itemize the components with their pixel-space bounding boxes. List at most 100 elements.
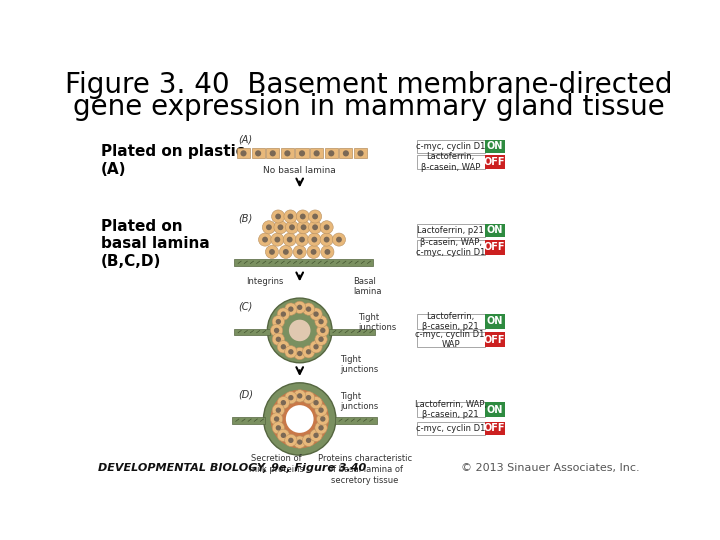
Bar xyxy=(232,417,265,423)
Text: c-myc, cyclin D1: c-myc, cyclin D1 xyxy=(416,142,485,151)
Text: β-casein, WAP,
c-myc, cyclin D1: β-casein, WAP, c-myc, cyclin D1 xyxy=(416,238,485,257)
Circle shape xyxy=(320,233,333,246)
Bar xyxy=(485,240,505,255)
Circle shape xyxy=(272,422,284,434)
Circle shape xyxy=(310,429,322,442)
Circle shape xyxy=(284,392,297,404)
Circle shape xyxy=(286,405,314,433)
Text: Secretion of
milk proteins: Secretion of milk proteins xyxy=(249,454,304,474)
Bar xyxy=(237,148,250,158)
Circle shape xyxy=(357,150,364,157)
Circle shape xyxy=(312,237,318,242)
Circle shape xyxy=(274,221,287,234)
Text: c-myc, cyclin D1,
WAP: c-myc, cyclin D1, WAP xyxy=(415,330,487,349)
Circle shape xyxy=(288,437,294,443)
Circle shape xyxy=(333,233,346,246)
Bar xyxy=(417,224,485,237)
Bar xyxy=(417,154,485,169)
Bar xyxy=(417,240,485,255)
Circle shape xyxy=(313,400,319,406)
Circle shape xyxy=(343,150,349,157)
Text: Integrins: Integrins xyxy=(246,276,284,286)
Circle shape xyxy=(271,413,283,425)
Circle shape xyxy=(258,233,271,246)
Circle shape xyxy=(262,237,268,242)
Circle shape xyxy=(315,404,327,416)
Circle shape xyxy=(274,237,280,242)
Text: OFF: OFF xyxy=(484,335,505,345)
Circle shape xyxy=(315,422,327,434)
Circle shape xyxy=(299,237,305,242)
Circle shape xyxy=(271,210,284,223)
Text: ON: ON xyxy=(486,141,503,151)
Circle shape xyxy=(317,413,329,425)
Circle shape xyxy=(309,210,322,223)
Circle shape xyxy=(318,336,324,342)
Circle shape xyxy=(294,301,306,314)
Bar xyxy=(485,224,505,237)
Circle shape xyxy=(318,408,324,413)
Circle shape xyxy=(287,237,292,242)
Circle shape xyxy=(336,237,342,242)
Text: Lactoferrin, WAP,
β-casein, p21: Lactoferrin, WAP, β-casein, p21 xyxy=(415,400,487,420)
Circle shape xyxy=(264,383,336,455)
Circle shape xyxy=(297,305,302,310)
Circle shape xyxy=(294,347,306,360)
Text: No basal lamina: No basal lamina xyxy=(264,166,336,176)
Circle shape xyxy=(274,328,279,333)
Circle shape xyxy=(325,249,330,255)
Bar xyxy=(417,314,485,329)
Bar xyxy=(339,148,353,158)
Circle shape xyxy=(240,150,246,157)
Text: Proteins characteristic
of basal lamina of
secretory tissue: Proteins characteristic of basal lamina … xyxy=(318,454,413,485)
Circle shape xyxy=(320,416,325,422)
Circle shape xyxy=(276,408,281,413)
Circle shape xyxy=(306,395,311,400)
Bar xyxy=(417,422,485,435)
Circle shape xyxy=(301,224,307,230)
Circle shape xyxy=(313,433,319,438)
Circle shape xyxy=(289,224,295,230)
Circle shape xyxy=(267,298,332,363)
Text: Lactoferrin,
β-casein, WAP: Lactoferrin, β-casein, WAP xyxy=(421,152,480,172)
Text: Basal
lamina: Basal lamina xyxy=(354,276,382,296)
Circle shape xyxy=(317,325,329,336)
Circle shape xyxy=(271,233,284,246)
Bar xyxy=(234,329,271,335)
Circle shape xyxy=(277,341,289,353)
Circle shape xyxy=(289,320,310,341)
Circle shape xyxy=(270,150,276,157)
Bar xyxy=(485,422,505,435)
Text: Lactoferrin,
β-casein, p21: Lactoferrin, β-casein, p21 xyxy=(423,312,479,331)
Circle shape xyxy=(271,390,329,448)
Circle shape xyxy=(288,349,294,354)
Text: ON: ON xyxy=(486,225,503,235)
Circle shape xyxy=(276,319,281,325)
Circle shape xyxy=(277,429,289,442)
Circle shape xyxy=(315,333,327,346)
Circle shape xyxy=(274,416,279,422)
Circle shape xyxy=(318,319,324,325)
Circle shape xyxy=(272,315,284,328)
Circle shape xyxy=(297,440,302,445)
Circle shape xyxy=(306,437,311,443)
Bar xyxy=(335,417,377,423)
Text: Lactoferrin, p21: Lactoferrin, p21 xyxy=(418,226,484,235)
Circle shape xyxy=(296,210,310,223)
Circle shape xyxy=(297,249,302,255)
Circle shape xyxy=(277,308,289,320)
Bar xyxy=(417,332,485,347)
Circle shape xyxy=(310,396,322,409)
Circle shape xyxy=(284,303,297,315)
Circle shape xyxy=(307,233,321,246)
Bar xyxy=(325,148,338,158)
Bar xyxy=(417,140,485,153)
Text: DEVELOPMENTAL BIOLOGY, 9e, Figure 3.40: DEVELOPMENTAL BIOLOGY, 9e, Figure 3.40 xyxy=(98,463,366,473)
Circle shape xyxy=(318,425,324,430)
Bar xyxy=(281,148,294,158)
Text: OFF: OFF xyxy=(484,242,505,252)
Bar xyxy=(329,329,375,335)
Circle shape xyxy=(312,213,318,219)
Circle shape xyxy=(276,425,281,430)
Circle shape xyxy=(310,308,322,320)
